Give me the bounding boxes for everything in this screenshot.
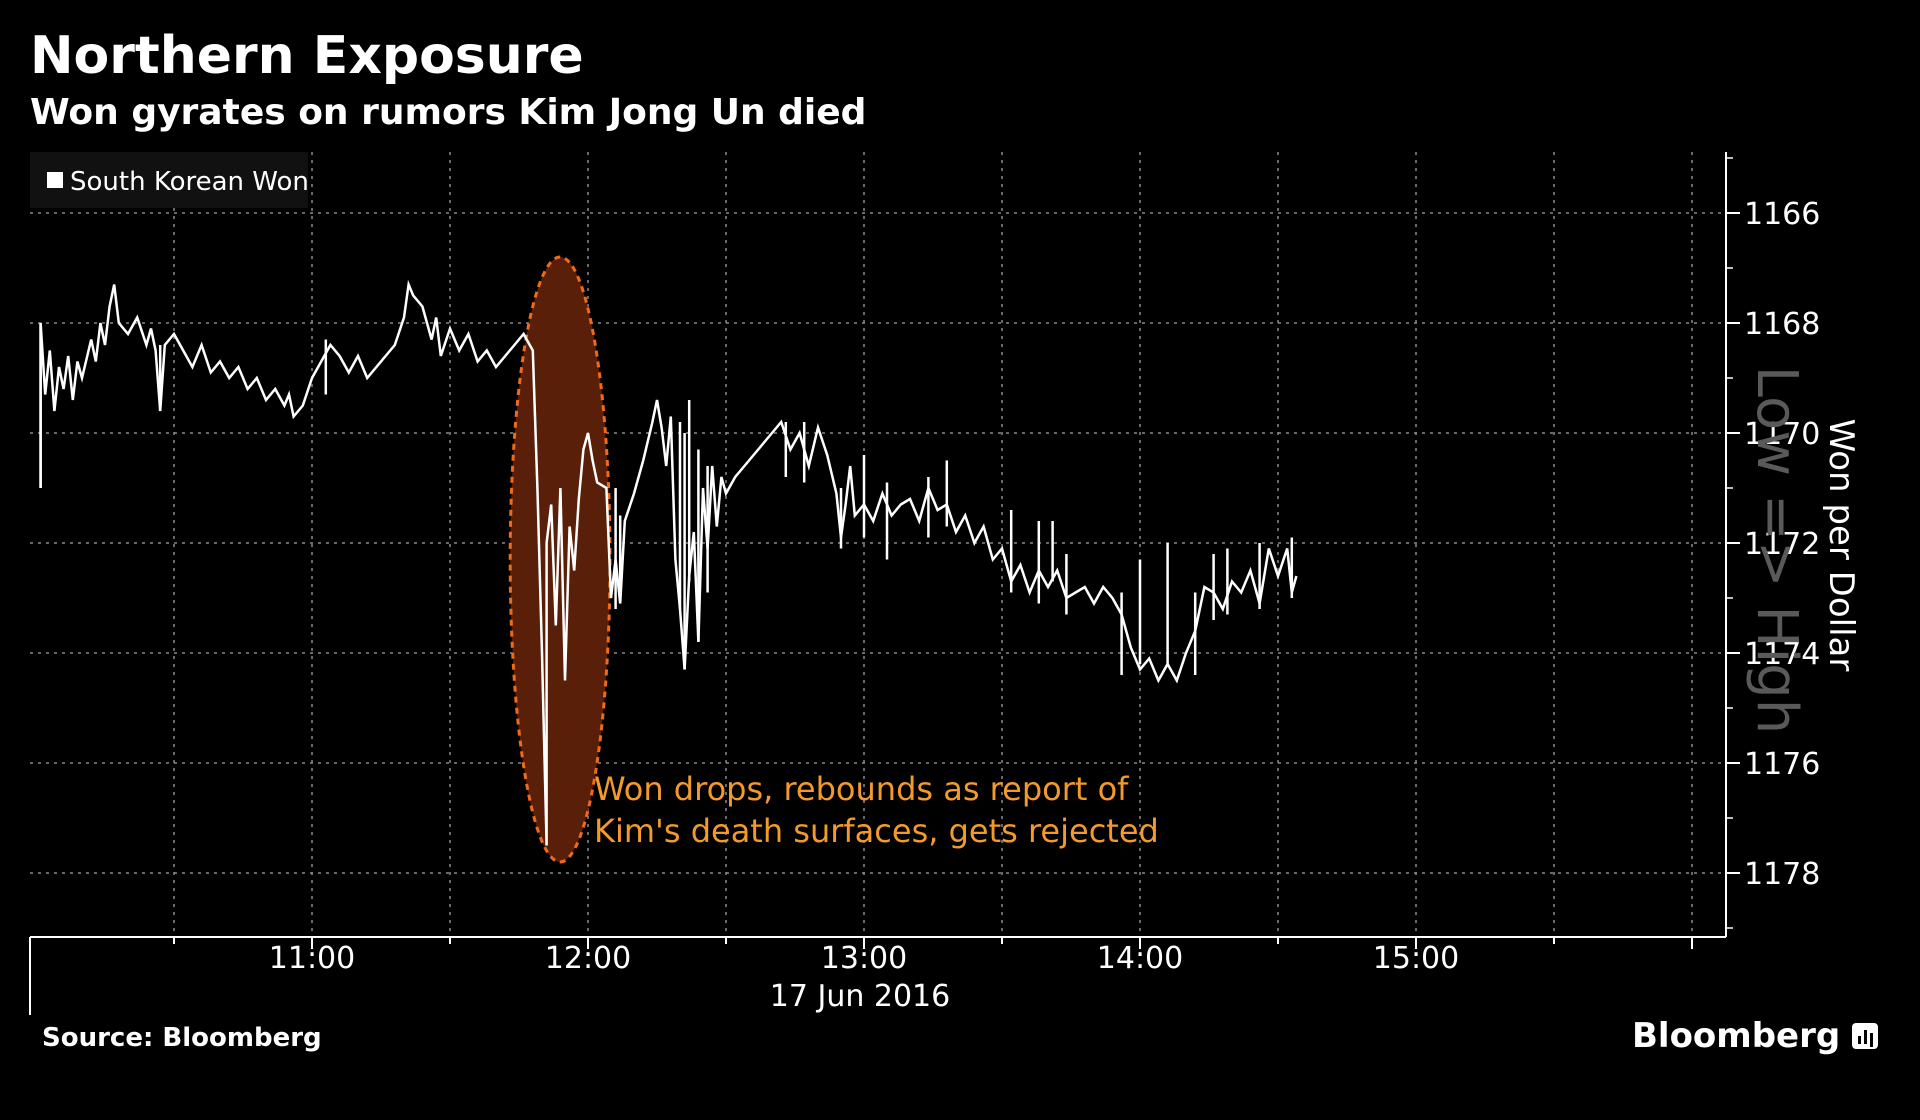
- source-note: Source: Bloomberg: [42, 1023, 322, 1053]
- series-layer: [39, 279, 1298, 846]
- chart-title: Northern Exposure: [30, 26, 584, 86]
- logo-text: Bloomberg: [1632, 1016, 1841, 1056]
- grid-layer: [30, 152, 1726, 937]
- legend-swatch: [47, 172, 63, 188]
- y-tick-label: 1176: [1744, 747, 1820, 782]
- bloomberg-logo: Bloomberg: [1632, 1016, 1879, 1056]
- legend-box: [30, 152, 308, 208]
- x-tick-label: 13:00: [821, 941, 907, 976]
- bloomberg-terminal-icon: [1852, 1023, 1879, 1049]
- legend-label: South Korean Won: [70, 167, 309, 197]
- x-tick-label: 14:00: [1097, 941, 1183, 976]
- y-axis-watermark: Low => High: [1744, 366, 1809, 734]
- y-tick-label: 1178: [1744, 857, 1820, 892]
- annotation-text: Won drops, rebounds as report of: [594, 770, 1129, 808]
- y-axis-label: Won per Dollar: [1821, 419, 1861, 672]
- series-line-south-korean-won: [39, 279, 1298, 846]
- chart-subtitle: Won gyrates on rumors Kim Jong Un died: [30, 92, 867, 133]
- x-tick-label: 15:00: [1373, 941, 1459, 976]
- y-tick-label: 1166: [1744, 197, 1820, 232]
- y-tick-label: 1170: [1744, 417, 1820, 452]
- legend: South Korean Won: [30, 152, 309, 208]
- x-axis-date-label: 17 Jun 2016: [770, 979, 950, 1014]
- x-tick-label: 12:00: [545, 941, 631, 976]
- annotation-layer: Won drops, rebounds as report of Kim's de…: [594, 770, 1159, 850]
- y-tick-label: 1174: [1744, 637, 1820, 672]
- x-tick-label: 11:00: [269, 941, 355, 976]
- annotation-text: Kim's death surfaces, gets rejected: [594, 812, 1159, 850]
- axis-layer: 1166 1168 1170 1172 1174 1176 1178 11:00 12:00 13…: [29, 152, 1820, 1015]
- y-tick-label: 1172: [1744, 527, 1820, 562]
- y-tick-label: 1168: [1744, 307, 1820, 342]
